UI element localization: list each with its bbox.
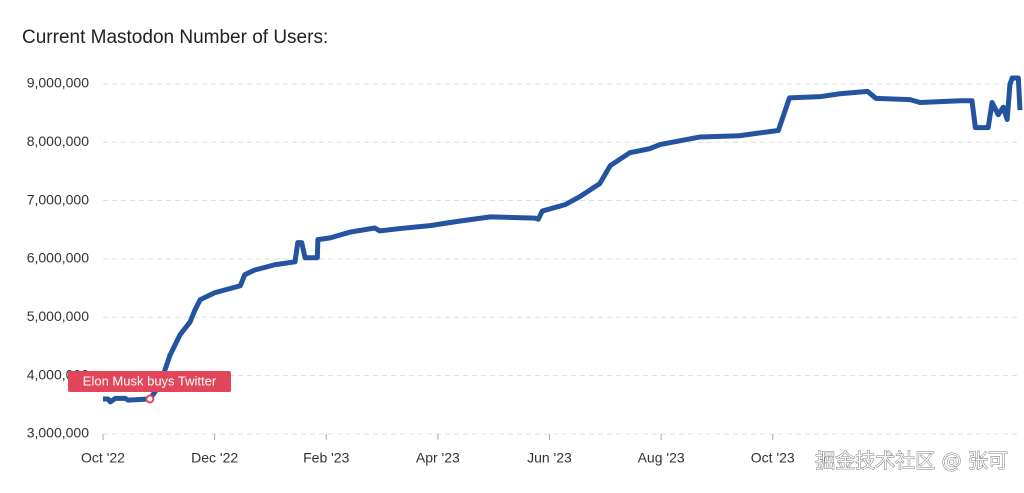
y-tick-label: 5,000,000 bbox=[27, 308, 89, 324]
x-tick-label: Oct '22 bbox=[81, 450, 125, 466]
x-tick-label: Dec '22 bbox=[191, 450, 238, 466]
x-tick-label: Apr '23 bbox=[416, 450, 460, 466]
y-tick-label: 7,000,000 bbox=[27, 191, 89, 207]
x-tick-label: Feb '23 bbox=[303, 450, 349, 466]
y-tick-label: 6,000,000 bbox=[27, 250, 89, 266]
y-tick-label: 8,000,000 bbox=[27, 133, 89, 149]
y-tick-label: 9,000,000 bbox=[27, 75, 89, 91]
x-tick-label: Aug '23 bbox=[638, 450, 685, 466]
line bbox=[103, 75, 1023, 405]
annotation-marker bbox=[145, 394, 155, 404]
annotation-label: Elon Musk buys Twitter bbox=[83, 373, 217, 388]
x-tick-label: Jun '23 bbox=[527, 450, 572, 466]
chart-title: Current Mastodon Number of Users: bbox=[22, 27, 328, 48]
y-tick-label: 3,000,000 bbox=[27, 425, 89, 441]
watermark: 掘金技术社区 @ 张可 bbox=[815, 449, 1008, 473]
annotation-box bbox=[68, 371, 231, 392]
x-tick-label: Oct '23 bbox=[751, 450, 795, 466]
